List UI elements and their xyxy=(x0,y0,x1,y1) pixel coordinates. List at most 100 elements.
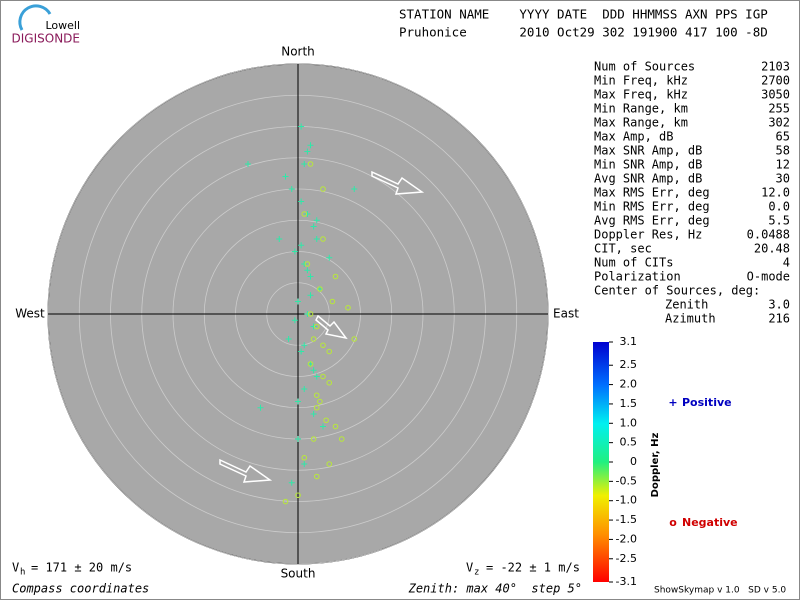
zenith-info: Zenith: max 40° step 5° xyxy=(408,582,582,596)
source-positive xyxy=(298,123,305,130)
source-positive xyxy=(304,311,311,317)
source-negative xyxy=(313,392,320,399)
header-columns: STATION NAME YYYY DATE DDD HHMMSS AXN PP… xyxy=(399,7,768,22)
source-negative xyxy=(320,186,326,192)
source-negative xyxy=(307,161,314,167)
source-positive xyxy=(301,342,308,349)
source-negative xyxy=(282,498,289,505)
param-value: 5.5 xyxy=(768,214,790,228)
source-positive xyxy=(304,148,311,155)
logo-bottom: DIGISONDE xyxy=(12,32,80,46)
param-value: 65 xyxy=(776,130,790,144)
source-positive xyxy=(307,142,314,149)
direction-label: South xyxy=(281,567,316,581)
arrows xyxy=(219,170,425,483)
param-label: Max Amp, dB xyxy=(594,130,673,144)
param-label: Min RMS Err, deg xyxy=(594,200,710,214)
colorbar-tick-label: -2.0 xyxy=(616,532,637,545)
colorbar-tick-label: -1.0 xyxy=(616,494,637,507)
param-label: Max RMS Err, deg xyxy=(594,186,710,200)
legend-marker: o xyxy=(669,516,677,529)
source-positive xyxy=(282,173,289,180)
source-positive xyxy=(295,398,301,405)
param-value: 0.0 xyxy=(768,200,790,214)
colorbar-tick-label: 2.0 xyxy=(620,378,638,391)
source-negative xyxy=(301,454,308,461)
source-positive xyxy=(257,404,264,411)
param-label: Min Range, km xyxy=(594,102,688,116)
source-positive xyxy=(320,423,326,430)
arrow xyxy=(219,458,273,483)
colorbar-tick-label: -1.5 xyxy=(616,513,637,526)
param-label: Max Freq, kHz xyxy=(594,88,688,102)
source-positive xyxy=(310,411,317,417)
colorbar-tick-label: 2.5 xyxy=(620,358,638,371)
source-negative xyxy=(332,273,339,280)
source-positive xyxy=(295,436,301,442)
param-value: 302 xyxy=(768,116,790,130)
colorbar-tick-label: 0 xyxy=(630,455,637,468)
param-value: 0.0488 xyxy=(747,228,790,242)
center-value: 3.0 xyxy=(768,298,790,312)
param-label: Max SNR Amp, dB xyxy=(594,144,702,158)
source-negative xyxy=(310,436,317,442)
vz-sub: z xyxy=(474,568,479,578)
source-positive xyxy=(295,298,301,305)
vz-text: = -22 ± 1 m/s xyxy=(486,561,580,575)
arrow xyxy=(315,314,348,340)
param-label: Doppler Res, Hz xyxy=(594,228,702,242)
param-value: 12.0 xyxy=(761,186,790,200)
coordinates: Compass coordinates xyxy=(12,582,149,596)
source-negative xyxy=(332,423,339,430)
param-label: Num of Sources xyxy=(594,60,695,74)
source-positive xyxy=(301,161,308,167)
source-negative xyxy=(326,461,333,467)
logo-swoosh xyxy=(18,4,52,31)
param-value: 3050 xyxy=(761,88,790,102)
source-negative xyxy=(317,398,323,405)
center-title: Center of Sources, deg: xyxy=(594,284,760,298)
colorbar xyxy=(593,342,609,582)
vh-symbol: V xyxy=(12,561,19,575)
source-negative xyxy=(329,298,336,305)
source-negative xyxy=(310,336,317,342)
vh-text: = 171 ± 20 m/s xyxy=(31,561,132,575)
direction-label: North xyxy=(281,45,315,59)
param-label: Min SNR Amp, dB xyxy=(594,158,702,172)
source-positive xyxy=(245,161,251,167)
param-value: 12 xyxy=(776,158,790,172)
source-positive xyxy=(351,186,358,192)
colorbar-tick-label: -3.1 xyxy=(616,575,637,588)
param-label: Polarization xyxy=(594,270,681,284)
legend-label: Positive xyxy=(682,396,732,409)
source-positive xyxy=(310,223,317,230)
source-positive xyxy=(307,273,314,280)
param-value: 255 xyxy=(768,102,790,116)
center-value: 216 xyxy=(768,312,790,326)
source-negative xyxy=(313,473,320,480)
source-negative xyxy=(320,342,326,349)
param-value: O-mode xyxy=(747,270,790,284)
center-label: Zenith xyxy=(665,298,708,312)
source-negative xyxy=(320,373,326,380)
source-positive xyxy=(291,248,298,255)
source-negative xyxy=(313,323,320,330)
source-positive xyxy=(313,236,320,242)
source-positive xyxy=(307,292,314,299)
source-negative xyxy=(326,348,333,355)
param-value: 30 xyxy=(776,172,790,186)
source-positive xyxy=(285,336,292,342)
source-negative xyxy=(295,492,301,499)
source-negative xyxy=(320,236,326,242)
source-positive xyxy=(313,217,320,224)
source-positive xyxy=(301,461,308,467)
colorbar-tick-label: 1.0 xyxy=(620,416,638,429)
source-negative xyxy=(351,336,358,342)
direction-label: East xyxy=(553,307,579,321)
source-negative xyxy=(317,286,323,292)
source-negative xyxy=(323,417,329,424)
source-negative xyxy=(326,379,333,386)
source-positive xyxy=(301,261,308,267)
colorbar-tick-label: 0.5 xyxy=(620,436,638,449)
source-positive xyxy=(301,386,308,392)
